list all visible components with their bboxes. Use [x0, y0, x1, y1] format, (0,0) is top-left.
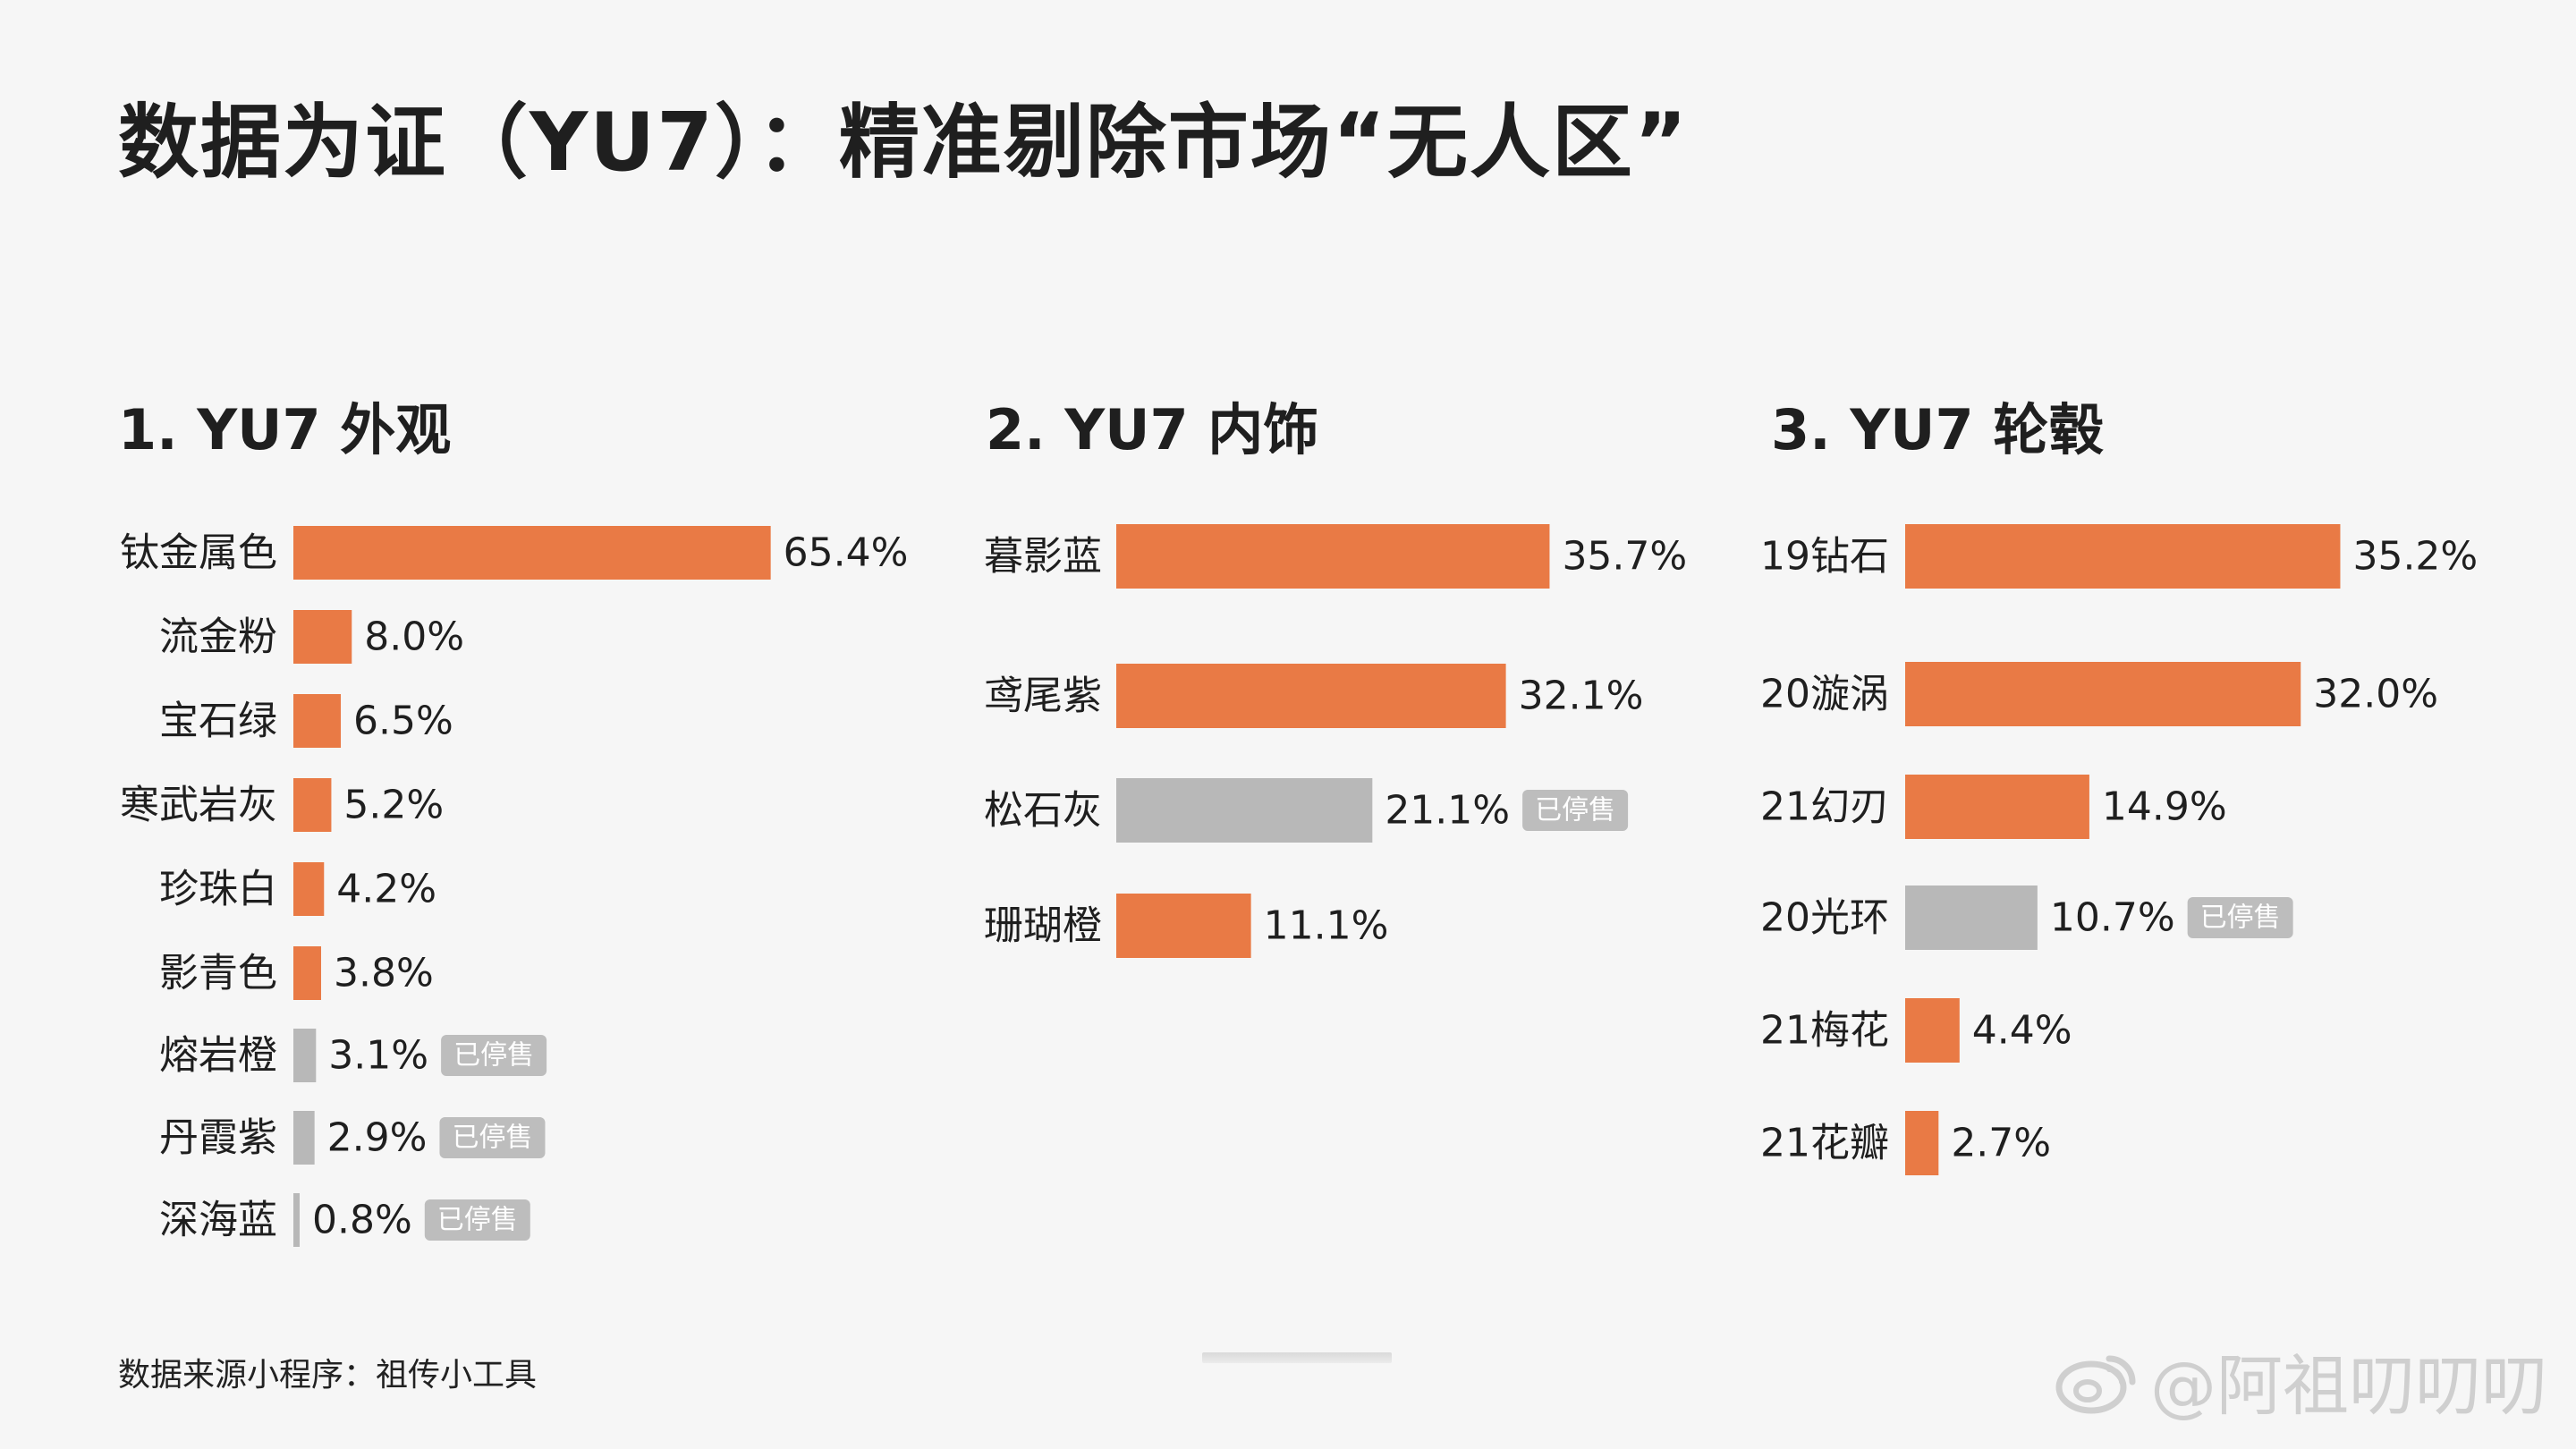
- exterior-value-label: 4.2%: [336, 867, 436, 912]
- wheels-category-label: 20漩涡: [1760, 672, 1889, 717]
- exterior-category-label: 影青色: [159, 951, 277, 996]
- exterior-category-label: 钛金属色: [120, 530, 277, 576]
- wheels-bar: [1905, 662, 2301, 726]
- interior-category-label: 松石灰: [984, 788, 1102, 834]
- wheels-value-label: 2.7%: [1951, 1121, 2051, 1166]
- data-source-note: 数据来源小程序：祖传小工具: [118, 1357, 538, 1394]
- exterior-category-label: 宝石绿: [159, 699, 277, 744]
- interior-bar: [1116, 524, 1550, 589]
- wheels-category-label: 21梅花: [1760, 1008, 1889, 1054]
- discontinued-badge-label: 已停售: [452, 1123, 532, 1154]
- wheels-bar: [1905, 1111, 1939, 1175]
- interior-category-label: 暮影蓝: [984, 534, 1102, 580]
- exterior-category-label: 熔岩橙: [159, 1033, 277, 1079]
- exterior-category-label: 深海蓝: [159, 1198, 277, 1243]
- exterior-category-label: 珍珠白: [159, 867, 277, 912]
- wheels-value-label: 10.7%: [2050, 895, 2175, 941]
- exterior-value-label: 65.4%: [784, 530, 909, 576]
- exterior-bar: [293, 1193, 300, 1247]
- interior-value-label: 32.1%: [1519, 674, 1644, 719]
- exterior-value-label: 2.9%: [327, 1115, 428, 1161]
- exterior-bar: [293, 946, 322, 1000]
- wheels-bar: [1905, 775, 2089, 839]
- interior-value-label: 21.1%: [1385, 788, 1510, 834]
- interior-bar: [1116, 778, 1373, 843]
- chart-title-exterior: 1. YU7 外观: [118, 397, 452, 462]
- weibo-watermark: @阿祖叨叨叨: [2054, 1340, 2547, 1425]
- discontinued-badge-label: 已停售: [2200, 902, 2281, 934]
- interior-category-label: 珊瑚橙: [984, 903, 1102, 949]
- exterior-bar: [293, 862, 325, 916]
- exterior-value-label: 8.0%: [364, 614, 464, 660]
- wheels-bar: [1905, 998, 1960, 1063]
- exterior-bar: [293, 526, 771, 580]
- exterior-value-label: 5.2%: [343, 783, 444, 828]
- exterior-value-label: 3.8%: [334, 951, 434, 996]
- wheels-value-label: 4.4%: [1972, 1008, 2072, 1054]
- discontinued-badge: [424, 1199, 530, 1241]
- interior-bar: [1116, 664, 1506, 728]
- exterior-category-label: 寒武岩灰: [120, 783, 277, 828]
- exterior-bar: [293, 778, 332, 832]
- center-divider: [1202, 1352, 1392, 1363]
- chart-title-interior: 2. YU7 内饰: [986, 397, 1319, 462]
- discontinued-badge: [441, 1035, 547, 1076]
- discontinued-badge-label: 已停售: [437, 1205, 518, 1236]
- exterior-category-label: 丹霞紫: [159, 1115, 277, 1161]
- exterior-category-label: 流金粉: [159, 614, 277, 660]
- interior-value-label: 11.1%: [1264, 903, 1389, 949]
- watermark-text: @阿祖叨叨叨: [2150, 1347, 2547, 1425]
- exterior-value-label: 0.8%: [312, 1198, 412, 1243]
- page-title: 数据为证（YU7）：精准剔除市场“无人区”: [118, 96, 1690, 190]
- wheels-category-label: 20光环: [1760, 895, 1889, 941]
- discontinued-badge-label: 已停售: [1535, 795, 1615, 826]
- exterior-bar: [293, 610, 352, 664]
- interior-value-label: 35.7%: [1562, 534, 1687, 580]
- discontinued-badge-label: 已停售: [453, 1040, 534, 1072]
- wheels-category-label: 21花瓣: [1760, 1121, 1889, 1166]
- wheels-value-label: 32.0%: [2313, 672, 2438, 717]
- wheels-category-label: 21幻刃: [1760, 784, 1889, 830]
- exterior-value-label: 6.5%: [353, 699, 453, 744]
- wheels-value-label: 35.2%: [2352, 534, 2478, 580]
- wheels-category-label: 19钻石: [1760, 534, 1889, 580]
- discontinued-badge: [2187, 897, 2293, 938]
- wheels-bar: [1905, 886, 2038, 950]
- wheels-bar: [1905, 524, 2341, 589]
- discontinued-badge: [439, 1117, 546, 1158]
- exterior-value-label: 3.1%: [328, 1033, 428, 1079]
- interior-category-label: 鸢尾紫: [984, 674, 1102, 719]
- exterior-bar: [293, 1111, 315, 1165]
- exterior-bar: [293, 1029, 317, 1082]
- chart-title-wheels: 3. YU7 轮毂: [1771, 397, 2105, 462]
- interior-bar: [1116, 894, 1251, 958]
- exterior-bar: [293, 694, 342, 748]
- discontinued-badge: [1522, 790, 1629, 831]
- weibo-icon: [2055, 1355, 2136, 1414]
- wheels-value-label: 14.9%: [2102, 784, 2227, 830]
